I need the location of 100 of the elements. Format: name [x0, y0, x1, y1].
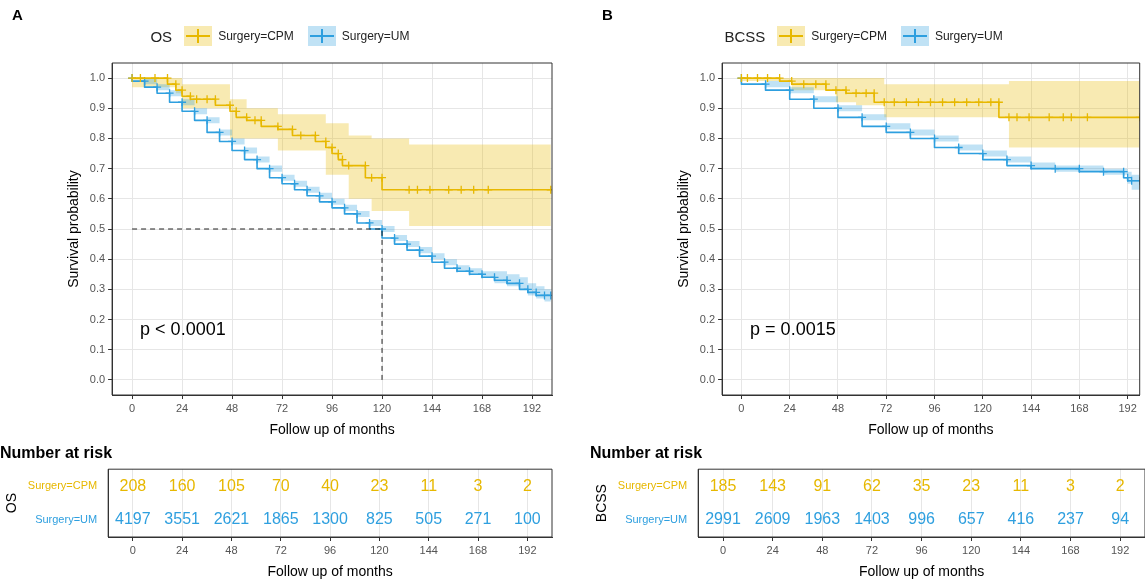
x-tick-label: 72	[865, 543, 879, 556]
y-tick-label: 0.7	[89, 161, 106, 174]
point	[364, 218, 375, 228]
y-tick-label: 0.3	[699, 282, 716, 295]
data-label: 3551	[164, 510, 201, 528]
y-tick-label: 0.9	[89, 101, 106, 114]
legend-label: Surgery=UM	[341, 29, 410, 43]
point	[502, 275, 512, 285]
chart-title: B	[602, 6, 613, 23]
data-label: 40	[321, 476, 340, 494]
x-axis-title: Follow up of months	[858, 563, 985, 580]
data-label: 1963	[804, 510, 841, 528]
x-tick-label: 144	[1011, 543, 1031, 556]
y-axis-title: BCSS	[593, 484, 610, 523]
point	[787, 76, 797, 86]
x-tick-label: 168	[468, 543, 488, 556]
y-tick-label: 0.0	[89, 372, 106, 385]
point	[150, 73, 160, 83]
data-label: 23	[370, 476, 389, 494]
x-tick-label: 24	[176, 543, 189, 556]
point	[177, 97, 187, 107]
y-tick-label: 0.3	[89, 282, 106, 295]
chart-title: A	[12, 6, 23, 23]
point	[427, 251, 437, 261]
point	[833, 103, 843, 113]
y-tick-label: 0.5	[89, 222, 106, 235]
data-label: 208	[119, 476, 147, 494]
x-tick-label: 192	[1118, 401, 1137, 414]
point	[327, 197, 337, 207]
y-tick-label: 0.1	[699, 342, 716, 355]
x-tick-label: 48	[225, 543, 238, 556]
data-label: 143	[759, 476, 787, 494]
point	[1002, 154, 1012, 165]
point	[162, 73, 173, 83]
data-label: 237	[1057, 510, 1084, 528]
y-tick-label: 0.8	[699, 131, 716, 144]
x-tick-label: 192	[518, 543, 537, 556]
data-label: 94	[1111, 510, 1130, 528]
point	[302, 185, 312, 195]
x-axis-title: Follow up of months	[868, 421, 994, 438]
point	[414, 245, 425, 255]
point	[774, 73, 785, 83]
point	[202, 115, 212, 125]
y-tick-label: 0.4	[89, 252, 106, 265]
x-tick-label: 192	[522, 401, 542, 414]
point	[1024, 112, 1034, 122]
x-tick-label: 96	[915, 543, 928, 556]
y-tick-label: 0.0	[699, 372, 716, 385]
x-axis-title: Follow up of months	[267, 563, 393, 580]
annotation: p < 0.0001	[140, 319, 226, 340]
chart-title: Number at risk	[590, 444, 703, 462]
x-tick-label: 192	[1111, 543, 1130, 556]
data-label: 3	[473, 476, 483, 494]
point	[821, 79, 831, 89]
y-axis-title: OS	[3, 492, 20, 514]
x-tick-label: 168	[1070, 401, 1089, 414]
x-tick-label: 0	[719, 543, 727, 556]
data-label: 11	[1012, 476, 1030, 494]
point	[1004, 112, 1014, 122]
x-tick-label: 96	[323, 543, 337, 556]
x-tick-label: 24	[175, 401, 189, 414]
legend-title: OS	[150, 27, 173, 45]
legend-label: Surgery=CPM	[218, 29, 294, 43]
data-label: 1865	[262, 510, 299, 528]
point	[202, 94, 212, 104]
point	[831, 85, 841, 95]
point	[404, 185, 414, 195]
x-tick-label: 144	[419, 543, 438, 556]
legend-title: BCSS	[724, 27, 766, 45]
y-tick-label: 1.0	[89, 71, 106, 84]
data-label: 271	[464, 510, 492, 528]
x-tick-label: 24	[783, 401, 796, 414]
point	[339, 203, 350, 213]
data-label: 2609	[754, 510, 791, 528]
x-tick-label: 120	[370, 543, 389, 556]
annotation: p = 0.0015	[750, 319, 836, 340]
y-axis-title: Survival probability	[675, 170, 692, 288]
x-tick-label: 168	[1061, 543, 1080, 556]
point	[841, 85, 851, 95]
y-tick-label: 0.2	[699, 312, 716, 325]
point	[252, 154, 262, 165]
point	[389, 233, 400, 243]
data-label: 105	[218, 476, 245, 494]
point	[135, 73, 146, 83]
y-axis-title: Survival probability	[65, 170, 82, 288]
y-tick-label: 0.4	[699, 252, 716, 265]
point	[250, 115, 260, 125]
x-tick-label: 0	[129, 543, 136, 556]
x-tick-label: 120	[372, 401, 392, 414]
point	[377, 224, 387, 234]
x-tick-label: 72	[275, 401, 289, 414]
point	[994, 97, 1004, 107]
y-tick-label: 0.5	[699, 222, 716, 235]
data-label: 35	[912, 476, 931, 494]
x-tick-label: 144	[1021, 401, 1041, 414]
data-label: 996	[908, 510, 936, 528]
point	[857, 112, 867, 122]
data-label: 2	[522, 476, 532, 494]
data-label: 1300	[312, 510, 348, 528]
point	[477, 269, 487, 279]
